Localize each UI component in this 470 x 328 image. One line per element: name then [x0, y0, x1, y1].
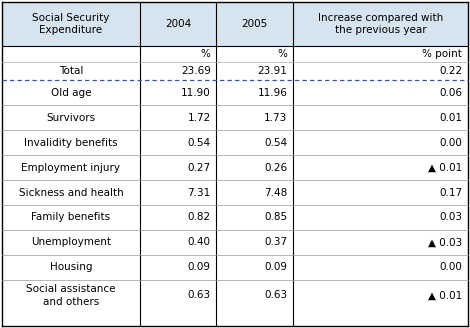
Text: ▲ 0.01: ▲ 0.01: [428, 163, 462, 173]
Text: Social assistance
and others: Social assistance and others: [26, 284, 116, 307]
Text: 7.31: 7.31: [188, 188, 211, 197]
Text: Increase compared with
the previous year: Increase compared with the previous year: [318, 12, 443, 35]
Text: Family benefits: Family benefits: [31, 213, 110, 222]
Text: ▲ 0.01: ▲ 0.01: [428, 290, 462, 300]
Text: %: %: [278, 49, 288, 59]
Text: Old age: Old age: [51, 88, 91, 98]
Text: 0.01: 0.01: [439, 113, 462, 123]
Text: 0.26: 0.26: [265, 163, 288, 173]
Text: 2005: 2005: [242, 19, 268, 29]
Text: Survivors: Survivors: [47, 113, 95, 123]
Text: 0.06: 0.06: [439, 88, 462, 98]
Text: Invalidity benefits: Invalidity benefits: [24, 138, 118, 148]
Text: 0.63: 0.63: [265, 290, 288, 300]
Text: 0.37: 0.37: [265, 237, 288, 247]
Text: 0.40: 0.40: [188, 237, 211, 247]
Text: Sickness and health: Sickness and health: [19, 188, 123, 197]
Text: 11.90: 11.90: [181, 88, 211, 98]
Text: 0.17: 0.17: [439, 188, 462, 197]
Text: Employment injury: Employment injury: [22, 163, 120, 173]
Text: 0.09: 0.09: [188, 262, 211, 272]
Text: 1.72: 1.72: [188, 113, 211, 123]
Text: 0.27: 0.27: [188, 163, 211, 173]
Text: % point: % point: [422, 49, 462, 59]
Text: 23.91: 23.91: [258, 66, 288, 76]
Text: 0.54: 0.54: [265, 138, 288, 148]
Text: %: %: [201, 49, 211, 59]
Bar: [2, 2, 468, 46]
Text: 2004: 2004: [165, 19, 191, 29]
Text: 0.00: 0.00: [439, 138, 462, 148]
Text: Unemployment: Unemployment: [31, 237, 111, 247]
Text: ▲ 0.03: ▲ 0.03: [428, 237, 462, 247]
Text: 23.69: 23.69: [181, 66, 211, 76]
Text: 0.54: 0.54: [188, 138, 211, 148]
Text: Total: Total: [59, 66, 83, 76]
Text: 1.73: 1.73: [264, 113, 288, 123]
Text: 0.63: 0.63: [188, 290, 211, 300]
Text: 0.00: 0.00: [439, 262, 462, 272]
Text: 7.48: 7.48: [264, 188, 288, 197]
Text: 11.96: 11.96: [258, 88, 288, 98]
Text: 0.03: 0.03: [439, 213, 462, 222]
Text: 0.22: 0.22: [439, 66, 462, 76]
Text: 0.82: 0.82: [188, 213, 211, 222]
Text: 0.09: 0.09: [265, 262, 288, 272]
Text: 0.85: 0.85: [265, 213, 288, 222]
Text: Social Security
Expenditure: Social Security Expenditure: [32, 12, 110, 35]
Text: Housing: Housing: [50, 262, 92, 272]
